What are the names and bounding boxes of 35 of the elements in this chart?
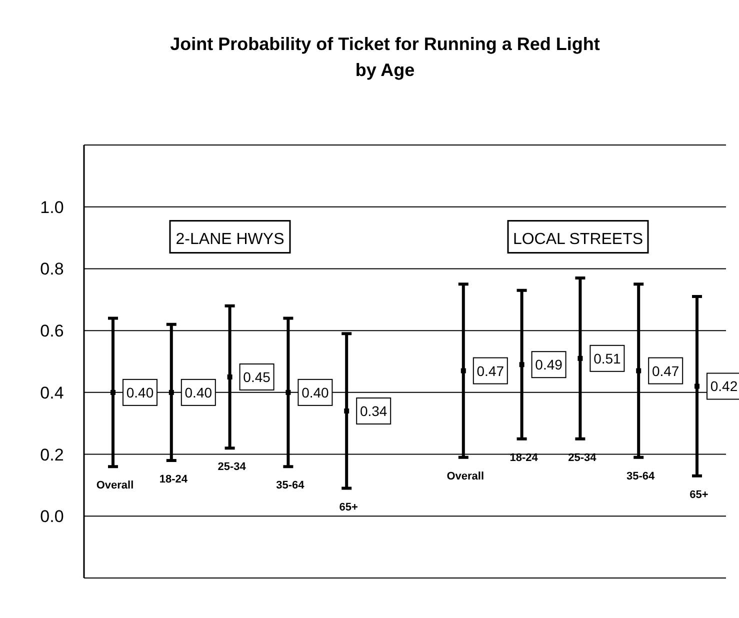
x-tick-label: Overall xyxy=(446,470,484,482)
point xyxy=(286,390,291,395)
data-label: 0.34 xyxy=(360,402,388,419)
point xyxy=(344,408,350,414)
annotation: 2-LANE HWYS xyxy=(176,230,284,248)
y-tick-label: 1.0 xyxy=(40,198,64,217)
y-tick-label: 0.2 xyxy=(40,445,64,464)
data-label: 0.51 xyxy=(594,350,622,366)
point xyxy=(519,362,524,368)
y-tick-label: 0.8 xyxy=(40,260,64,279)
point xyxy=(578,356,583,361)
chart-title: Joint Probability of Ticket for Running a Red Light by Age xyxy=(170,34,600,80)
data-label: 0.42 xyxy=(710,378,738,394)
point xyxy=(227,374,232,380)
annotation: LOCAL STREETS xyxy=(512,230,644,248)
data-label: 0.47 xyxy=(652,362,680,379)
point xyxy=(636,368,642,374)
y-tick-label: 0.6 xyxy=(40,322,64,341)
point xyxy=(168,390,174,395)
data-label: 0.47 xyxy=(476,362,504,379)
data-label: 0.40 xyxy=(184,384,212,400)
x-tick-label: 35-64 xyxy=(626,470,656,482)
y-tick-label: 0.4 xyxy=(40,383,64,402)
data-label: 0.40 xyxy=(302,384,330,400)
x-tick-label: 18-24 xyxy=(159,473,188,486)
data-label: 0.49 xyxy=(535,356,563,373)
y-tick-label: 0.0 xyxy=(40,507,64,526)
point xyxy=(460,368,466,374)
x-tick-label: 35-64 xyxy=(276,480,306,492)
data-label: 0.45 xyxy=(243,368,271,385)
x-tick-label: Overall xyxy=(96,480,134,492)
x-tick-label: 25-34 xyxy=(218,461,247,474)
x-tick-label: 65+ xyxy=(339,501,358,514)
data-label: 0.40 xyxy=(126,384,154,400)
x-tick-label: 65+ xyxy=(690,488,708,501)
